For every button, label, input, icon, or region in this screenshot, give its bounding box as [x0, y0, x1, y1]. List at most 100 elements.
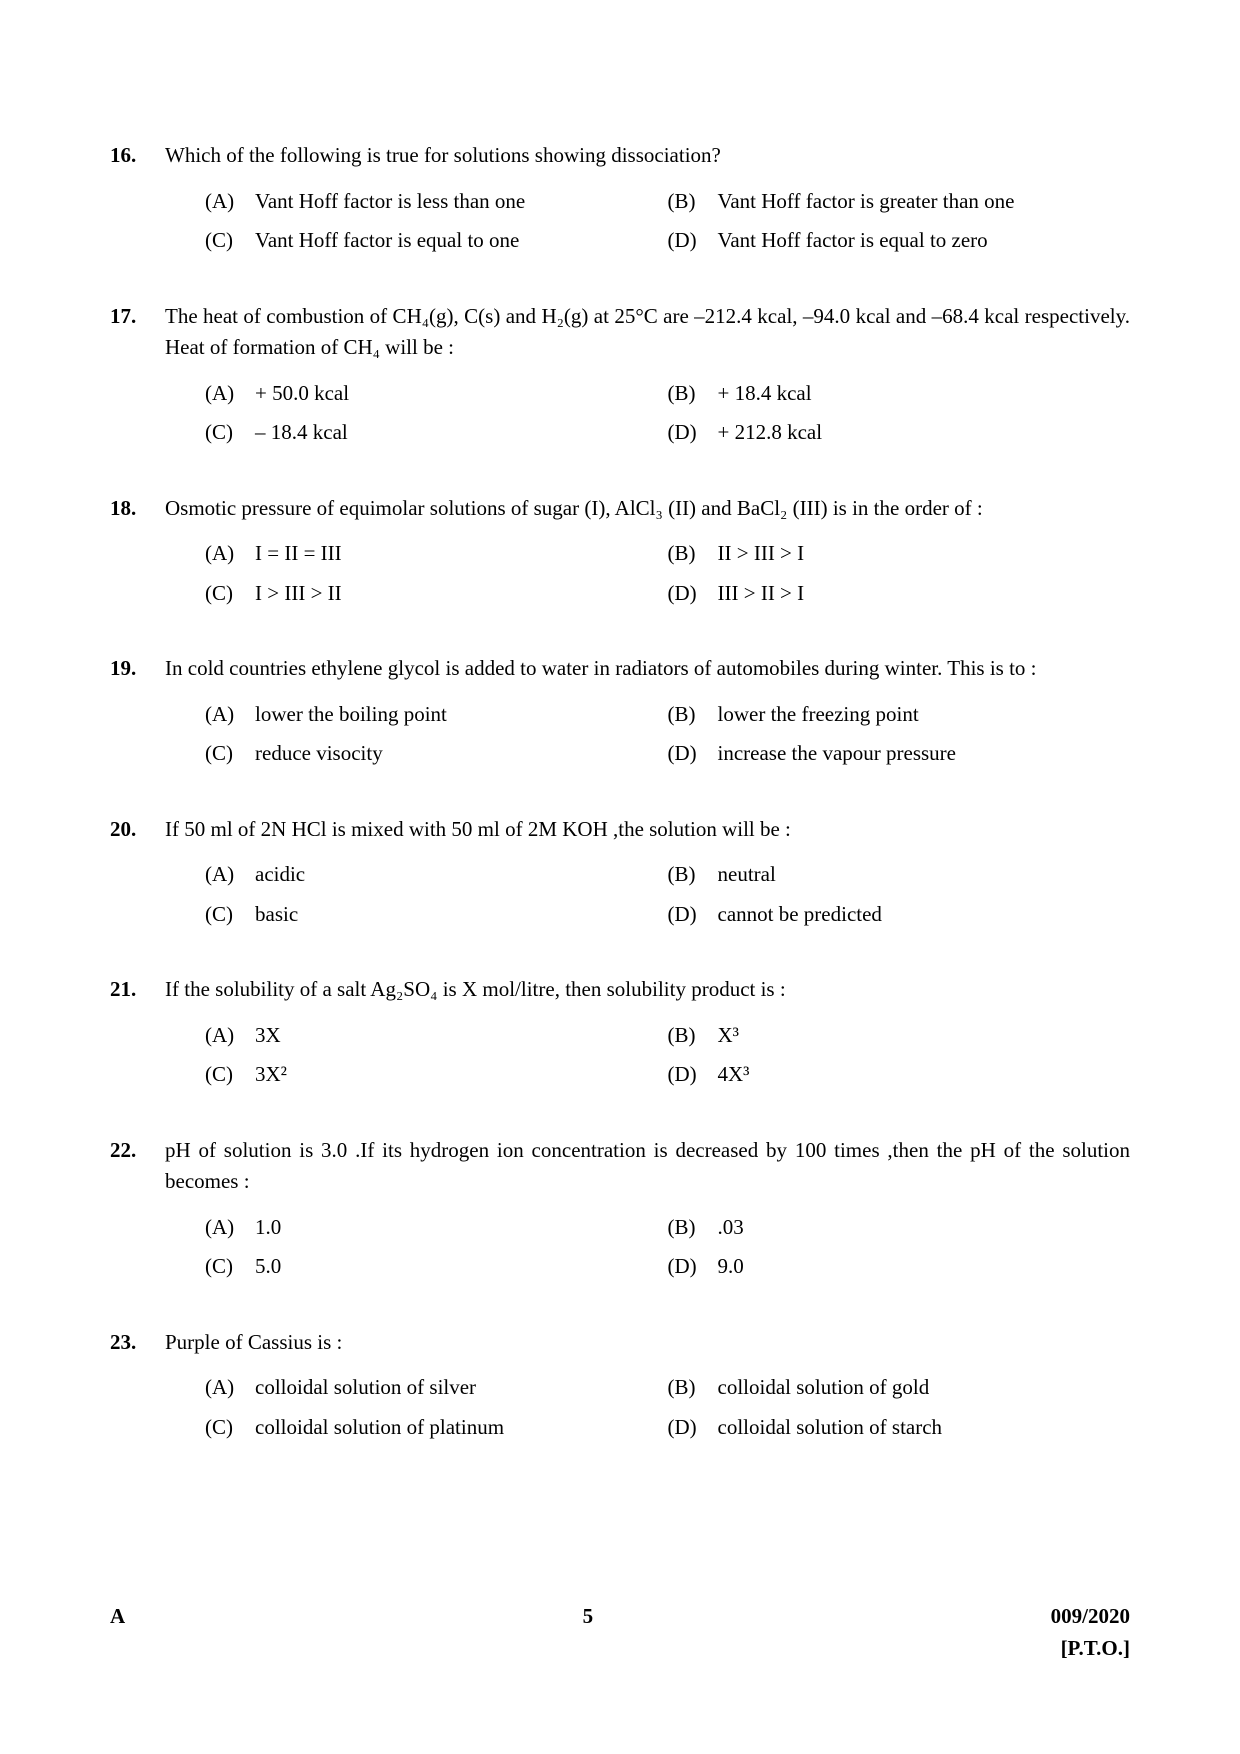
option-c: (C)reduce visocity	[205, 734, 668, 774]
option-letter: (D)	[668, 578, 718, 610]
option-letter: (D)	[668, 899, 718, 931]
option-text: I > III > II	[255, 578, 668, 610]
footer-page-number: 5	[583, 1601, 594, 1633]
question-options: (A)lower the boiling point (B)lower the …	[165, 695, 1130, 774]
question-text: Which of the following is true for solut…	[165, 140, 1130, 172]
option-text: lower the boiling point	[255, 699, 668, 731]
page-footer: A 5 009/2020 [P.T.O.]	[110, 1601, 1130, 1664]
option-b: (B)colloidal solution of gold	[668, 1368, 1131, 1408]
question-options: (A)3X (B)X³ (C)3X² (D)4X³	[165, 1016, 1130, 1095]
option-letter: (B)	[668, 1372, 718, 1404]
question-number: 20.	[110, 814, 165, 935]
option-d: (D)4X³	[668, 1055, 1131, 1095]
option-c: (C)3X²	[205, 1055, 668, 1095]
option-letter: (C)	[205, 899, 255, 931]
question-22: 22. pH of solution is 3.0 .If its hydrog…	[110, 1135, 1130, 1287]
option-letter: (C)	[205, 1412, 255, 1444]
question-number: 18.	[110, 493, 165, 614]
option-c: (C)Vant Hoff factor is equal to one	[205, 221, 668, 261]
option-letter: (B)	[668, 378, 718, 410]
option-letter: (B)	[668, 699, 718, 731]
question-body: If the solubility of a salt Ag₂SO₄ is X …	[165, 974, 1130, 1095]
option-d: (D)9.0	[668, 1247, 1131, 1287]
option-b: (B)neutral	[668, 855, 1131, 895]
question-body: Which of the following is true for solut…	[165, 140, 1130, 261]
option-text: acidic	[255, 859, 668, 891]
option-letter: (D)	[668, 1412, 718, 1444]
option-letter: (A)	[205, 538, 255, 570]
option-d: (D)colloidal solution of starch	[668, 1408, 1131, 1448]
option-text: reduce visocity	[255, 738, 668, 770]
option-text: Vant Hoff factor is greater than one	[718, 186, 1131, 218]
option-a: (A)colloidal solution of silver	[205, 1368, 668, 1408]
option-d: (D)increase the vapour pressure	[668, 734, 1131, 774]
option-letter: (C)	[205, 1059, 255, 1091]
option-text: colloidal solution of starch	[718, 1412, 1131, 1444]
option-d: (D)III > II > I	[668, 574, 1131, 614]
option-text: X³	[718, 1020, 1131, 1052]
option-text: Vant Hoff factor is equal to zero	[718, 225, 1131, 257]
question-number: 19.	[110, 653, 165, 774]
question-number: 23.	[110, 1327, 165, 1448]
option-text: – 18.4 kcal	[255, 417, 668, 449]
option-c: (C)5.0	[205, 1247, 668, 1287]
question-number: 16.	[110, 140, 165, 261]
question-text: pH of solution is 3.0 .If its hydrogen i…	[165, 1135, 1130, 1198]
question-text: The heat of combustion of CH₄(g), C(s) a…	[165, 301, 1130, 364]
option-text: basic	[255, 899, 668, 931]
question-options: (A)acidic (B)neutral (C)basic (D)cannot …	[165, 855, 1130, 934]
option-b: (B)II > III > I	[668, 534, 1131, 574]
option-text: + 212.8 kcal	[718, 417, 1131, 449]
option-letter: (B)	[668, 1020, 718, 1052]
question-20: 20. If 50 ml of 2N HCl is mixed with 50 …	[110, 814, 1130, 935]
option-letter: (D)	[668, 738, 718, 770]
option-text: .03	[718, 1212, 1131, 1244]
option-c: (C)colloidal solution of platinum	[205, 1408, 668, 1448]
question-options: (A)I = II = III (B)II > III > I (C)I > I…	[165, 534, 1130, 613]
option-letter: (C)	[205, 1251, 255, 1283]
question-options: (A)1.0 (B).03 (C)5.0 (D)9.0	[165, 1208, 1130, 1287]
question-text: If 50 ml of 2N HCl is mixed with 50 ml o…	[165, 814, 1130, 846]
question-body: Osmotic pressure of equimolar solutions …	[165, 493, 1130, 614]
option-text: 3X²	[255, 1059, 668, 1091]
option-d: (D)Vant Hoff factor is equal to zero	[668, 221, 1131, 261]
option-text: 5.0	[255, 1251, 668, 1283]
option-b: (B)+ 18.4 kcal	[668, 374, 1131, 414]
option-text: 4X³	[718, 1059, 1131, 1091]
option-text: + 18.4 kcal	[718, 378, 1131, 410]
option-text: 1.0	[255, 1212, 668, 1244]
option-text: neutral	[718, 859, 1131, 891]
option-text: cannot be predicted	[718, 899, 1131, 931]
option-a: (A)1.0	[205, 1208, 668, 1248]
option-c: (C)I > III > II	[205, 574, 668, 614]
question-body: In cold countries ethylene glycol is add…	[165, 653, 1130, 774]
option-letter: (A)	[205, 378, 255, 410]
question-number: 21.	[110, 974, 165, 1095]
option-b: (B).03	[668, 1208, 1131, 1248]
question-body: Purple of Cassius is : (A)colloidal solu…	[165, 1327, 1130, 1448]
question-body: If 50 ml of 2N HCl is mixed with 50 ml o…	[165, 814, 1130, 935]
option-letter: (A)	[205, 1020, 255, 1052]
option-a: (A)3X	[205, 1016, 668, 1056]
question-options: (A)Vant Hoff factor is less than one (B)…	[165, 182, 1130, 261]
question-text: Osmotic pressure of equimolar solutions …	[165, 493, 1130, 525]
option-a: (A)acidic	[205, 855, 668, 895]
exam-page: 16. Which of the following is true for s…	[0, 0, 1240, 1754]
option-letter: (D)	[668, 1251, 718, 1283]
option-letter: (D)	[668, 417, 718, 449]
option-text: + 50.0 kcal	[255, 378, 668, 410]
option-text: colloidal solution of silver	[255, 1372, 668, 1404]
question-21: 21. If the solubility of a salt Ag₂SO₄ i…	[110, 974, 1130, 1095]
option-letter: (D)	[668, 1059, 718, 1091]
option-text: colloidal solution of gold	[718, 1372, 1131, 1404]
option-letter: (D)	[668, 225, 718, 257]
question-text: Purple of Cassius is :	[165, 1327, 1130, 1359]
option-letter: (A)	[205, 1372, 255, 1404]
option-text: Vant Hoff factor is equal to one	[255, 225, 668, 257]
question-body: The heat of combustion of CH₄(g), C(s) a…	[165, 301, 1130, 453]
option-letter: (C)	[205, 417, 255, 449]
footer-code-block: 009/2020 [P.T.O.]	[1051, 1601, 1130, 1664]
option-letter: (B)	[668, 859, 718, 891]
option-letter: (A)	[205, 859, 255, 891]
option-c: (C)basic	[205, 895, 668, 935]
